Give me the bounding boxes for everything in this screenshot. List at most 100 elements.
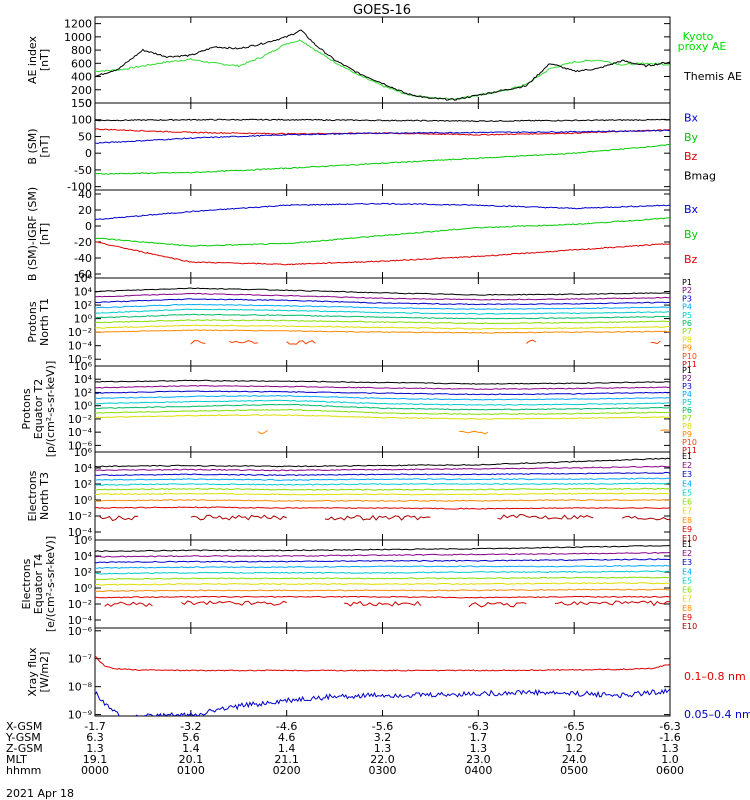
series-line	[95, 202, 670, 221]
y-tick-label: 10²	[74, 299, 92, 312]
legend-item: P5	[682, 311, 692, 320]
y-tick-label: 10⁻⁷	[68, 653, 92, 666]
legend-item: P1	[682, 278, 692, 287]
x-axis-value: -6.5	[563, 720, 584, 733]
y-tick-label: 10²	[74, 566, 92, 579]
x-axis-value: 0100	[177, 764, 205, 777]
series-line	[95, 29, 670, 101]
panel-frame	[94, 102, 671, 191]
legend-item: P5	[682, 398, 692, 407]
channel-fragment	[229, 339, 258, 344]
y-tick-label: 10⁻⁴	[68, 614, 93, 627]
y-tick-label: 200	[71, 84, 92, 97]
y-tick-label: 10⁰	[74, 313, 93, 326]
x-axis-value: 0500	[560, 764, 588, 777]
legend-item: E5	[682, 576, 692, 585]
channel-line	[95, 492, 670, 496]
legend-item: Bz	[684, 150, 698, 163]
legend-item: P10	[682, 352, 697, 361]
y-axis-label: [p/(cm²-s-sr-keV)]	[44, 361, 57, 458]
x-axis-value: 0400	[464, 764, 492, 777]
x-axis-value: 22.0	[370, 753, 395, 766]
legend-item: E7	[682, 595, 692, 604]
plot-area	[95, 202, 670, 266]
y-tick-label: 1000	[64, 31, 92, 44]
channel-fragment	[99, 515, 139, 522]
legend: Bx By Bz Bmag	[684, 112, 716, 183]
legend-item: P7	[682, 327, 692, 336]
channel-line	[95, 545, 670, 553]
y-tick-label: 10⁻⁶	[68, 353, 93, 366]
channel-line	[95, 384, 670, 390]
x-axis-value: -6.3	[659, 720, 680, 733]
channel-fragment	[459, 430, 489, 435]
plot-area	[95, 457, 670, 522]
channel-line	[95, 403, 670, 411]
legend-item: P10	[682, 438, 697, 447]
x-axis-value: -1.7	[84, 720, 105, 733]
channel-fragment	[344, 600, 422, 607]
panel-8: 10⁻⁹ 10⁻⁸ 10⁻⁷ 10⁻⁶ Xray flux [W/m2] 0.1–0.8 n…	[26, 625, 750, 722]
channel-line	[95, 287, 670, 296]
channel-line	[95, 465, 670, 472]
y-tick-label: 100	[71, 114, 92, 127]
legend-item: E8	[682, 604, 692, 613]
y-tick-label: 10⁻⁶	[68, 439, 93, 452]
y-tick-label: 10⁻⁴	[68, 526, 93, 539]
x-axis-value: 0000	[81, 764, 109, 777]
channel-fragment	[468, 602, 527, 608]
channel-line	[95, 394, 670, 401]
x-axis-value: 1.3	[470, 742, 488, 755]
legend-item: E9	[682, 525, 692, 534]
legend-item: P6	[682, 319, 692, 328]
series-line	[95, 217, 670, 247]
y-tick-label: 10⁻⁶	[68, 625, 93, 638]
channel-fragment	[650, 340, 661, 345]
legend: Bx By Bz	[684, 203, 699, 266]
series-line	[95, 143, 670, 175]
y-tick-label: 10⁻²	[68, 598, 92, 611]
x-axis-value: 24.0	[562, 753, 587, 766]
y-tick-label: 10⁴	[74, 462, 93, 475]
legend-item: 0.05–0.4 nm	[684, 708, 750, 721]
legend-item: E4	[682, 479, 692, 488]
legend-item: P1	[682, 366, 692, 375]
legend-item: E9	[682, 613, 692, 622]
y-tick-label: 10⁶	[74, 534, 93, 547]
x-axis-value: -6.3	[468, 720, 489, 733]
legend-item: P8	[682, 422, 692, 431]
series-line	[95, 39, 670, 101]
x-axis-value: 0.0	[565, 731, 583, 744]
legend-item: Bx	[684, 112, 699, 125]
channel-fragment	[525, 339, 537, 344]
legend-item: P3	[682, 294, 692, 303]
legend-item: P2	[682, 286, 692, 295]
channel-line	[95, 399, 670, 406]
channel-fragment	[257, 430, 268, 435]
x-axis-value: 1.3	[661, 742, 679, 755]
y-tick-label: 600	[71, 57, 92, 70]
legend-item: E3	[682, 558, 692, 567]
y-tick-label: 40	[78, 188, 92, 201]
panel-7: 10⁻⁴ 10⁻² 10⁰ 10² 10⁴ 10⁶ Electrons Equator T4[…	[20, 534, 697, 632]
x-axis-value: 1.0	[661, 753, 679, 766]
y-tick-label: 400	[71, 71, 92, 84]
series-line	[95, 118, 670, 123]
legend-item: E1	[682, 540, 692, 549]
y-tick-label: 10⁻⁴	[68, 340, 93, 353]
x-axis-value: 3.2	[374, 731, 392, 744]
y-tick-label: 10⁶	[74, 360, 93, 373]
y-tick-label: 10⁻⁸	[68, 681, 93, 694]
channel-line	[95, 303, 670, 310]
series-line	[95, 241, 670, 266]
y-tick-label: 10⁴	[74, 550, 93, 563]
channel-line	[95, 408, 670, 416]
y-tick-label: 10⁻²	[68, 510, 92, 523]
channel-fragment	[497, 513, 594, 520]
plot-area	[95, 379, 670, 435]
